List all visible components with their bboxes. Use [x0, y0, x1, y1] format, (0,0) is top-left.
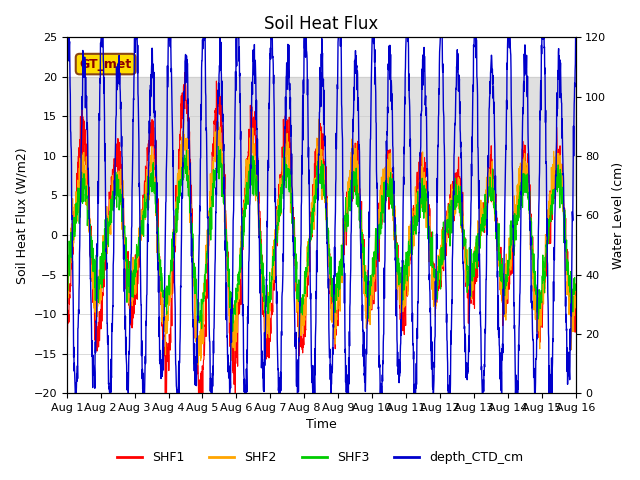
Text: GT_met: GT_met	[79, 58, 132, 71]
Title: Soil Heat Flux: Soil Heat Flux	[264, 15, 378, 33]
Y-axis label: Soil Heat Flux (W/m2): Soil Heat Flux (W/m2)	[15, 147, 28, 284]
Bar	[67, 77, 575, 195]
X-axis label: Time: Time	[306, 419, 337, 432]
Y-axis label: Water Level (cm): Water Level (cm)	[612, 162, 625, 269]
Legend: SHF1, SHF2, SHF3, depth_CTD_cm: SHF1, SHF2, SHF3, depth_CTD_cm	[112, 446, 528, 469]
